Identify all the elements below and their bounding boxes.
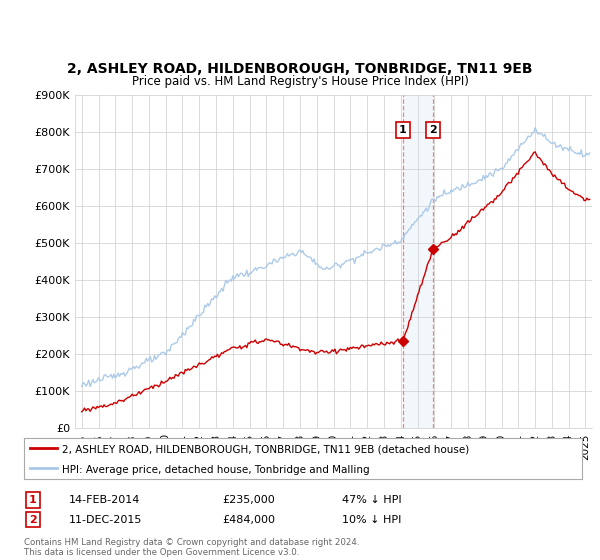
Text: £235,000: £235,000: [222, 495, 275, 505]
Text: 1: 1: [29, 495, 37, 505]
Text: Price paid vs. HM Land Registry's House Price Index (HPI): Price paid vs. HM Land Registry's House …: [131, 75, 469, 88]
Text: 47% ↓ HPI: 47% ↓ HPI: [342, 495, 401, 505]
Bar: [403, 95, 433, 428]
Text: HPI: Average price, detached house, Tonbridge and Malling: HPI: Average price, detached house, Tonb…: [62, 465, 370, 474]
Text: 2: 2: [29, 515, 37, 525]
Text: 14-FEB-2014: 14-FEB-2014: [69, 495, 140, 505]
Text: £484,000: £484,000: [222, 515, 275, 525]
Text: 1: 1: [399, 125, 407, 135]
Text: 2, ASHLEY ROAD, HILDENBOROUGH, TONBRIDGE, TN11 9EB: 2, ASHLEY ROAD, HILDENBOROUGH, TONBRIDGE…: [67, 62, 533, 76]
Text: 2, ASHLEY ROAD, HILDENBOROUGH, TONBRIDGE, TN11 9EB (detached house): 2, ASHLEY ROAD, HILDENBOROUGH, TONBRIDGE…: [62, 445, 469, 454]
Text: 11-DEC-2015: 11-DEC-2015: [69, 515, 142, 525]
Text: 2: 2: [429, 125, 437, 135]
Text: 10% ↓ HPI: 10% ↓ HPI: [342, 515, 401, 525]
Text: Contains HM Land Registry data © Crown copyright and database right 2024.
This d: Contains HM Land Registry data © Crown c…: [24, 538, 359, 557]
